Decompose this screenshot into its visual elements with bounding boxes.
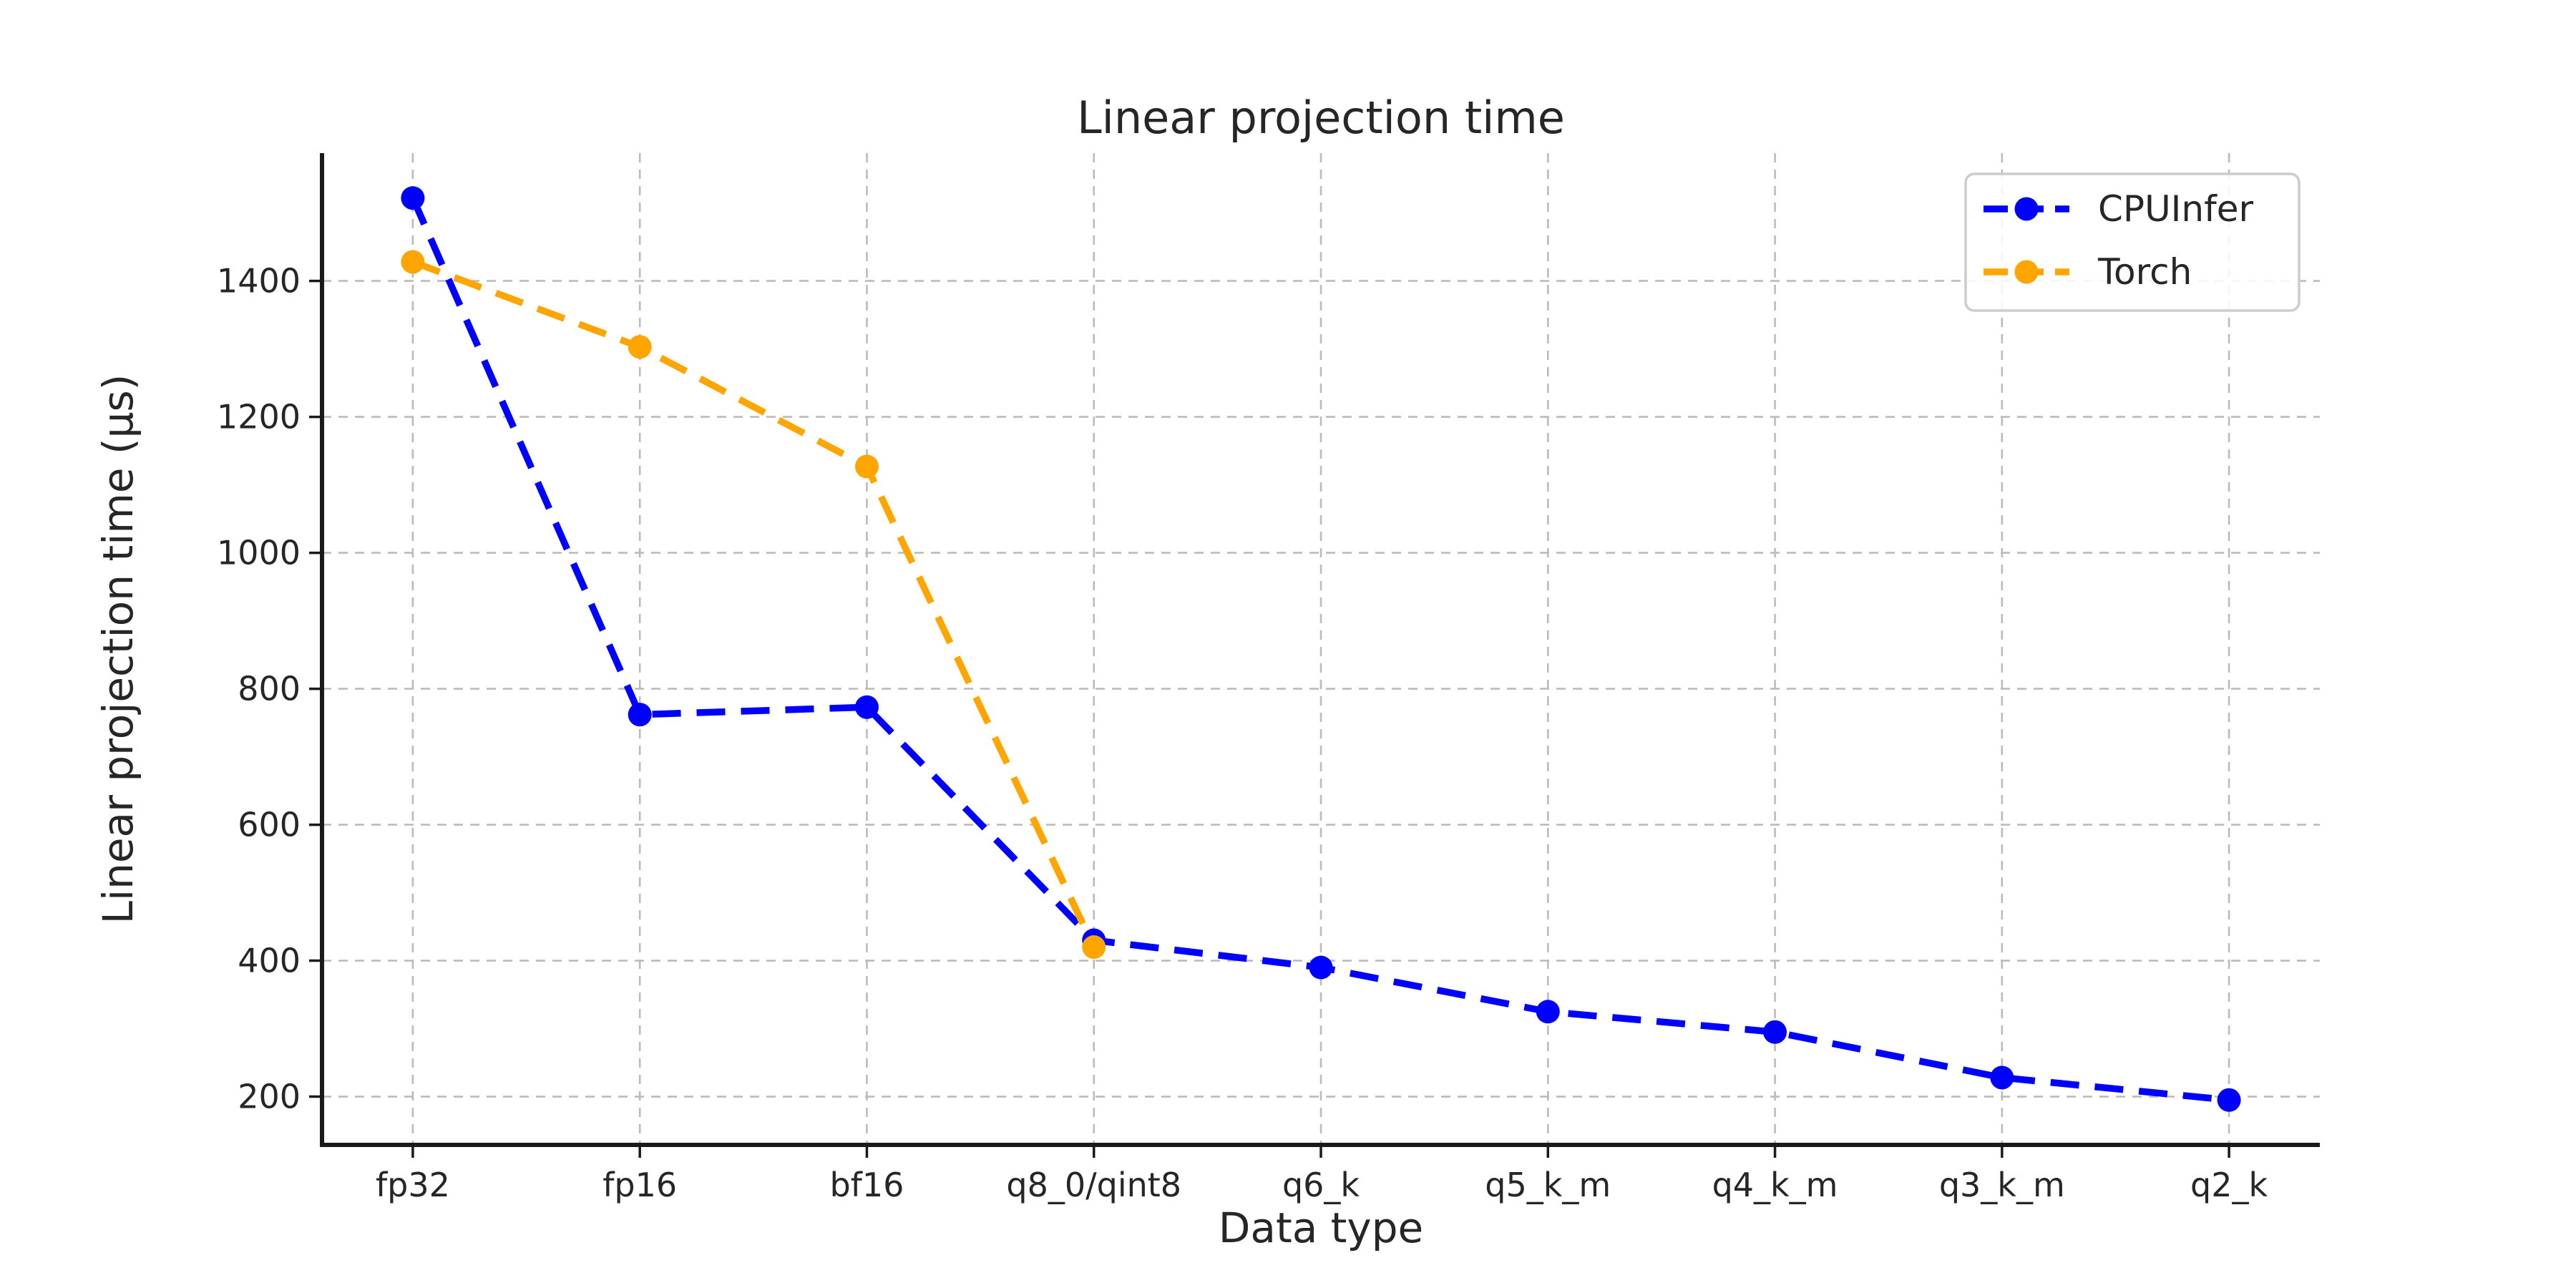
series-line [411, 258, 1098, 949]
chart-title: Linear projection time [1077, 92, 1565, 144]
data-point-marker [2217, 1088, 2241, 1112]
x-tick-label: q3_k_m [1939, 1166, 2065, 1204]
x-tick-label: q8_0/qint8 [1006, 1166, 1181, 1204]
data-point-marker [1990, 1065, 2014, 1090]
y-tick-label: 1000 [217, 534, 301, 572]
x-tick-label: bf16 [829, 1166, 904, 1204]
data-point-marker [401, 250, 425, 274]
y-tick-label: 800 [238, 670, 301, 708]
y-tick-label: 600 [238, 806, 301, 844]
legend-sample-marker [2014, 197, 2039, 221]
data-point-marker [628, 703, 652, 727]
series-cpuinfer [401, 186, 2241, 1112]
legend-label: Torch [2097, 251, 2192, 293]
x-tick-label: q4_k_m [1712, 1166, 1838, 1204]
y-tick-label: 1400 [217, 262, 301, 301]
data-point-marker [1763, 1020, 1787, 1044]
legend-label: CPUInfer [2098, 188, 2253, 230]
data-point-marker [1309, 955, 1333, 980]
y-tick-label: 200 [238, 1078, 301, 1116]
legend-sample-marker [2014, 260, 2039, 284]
x-tick-label: fp16 [602, 1166, 677, 1204]
data-point-marker [1536, 1000, 1560, 1024]
y-tick-label: 400 [238, 942, 301, 980]
legend-layer: CPUInfer Torch [1964, 172, 2301, 312]
data-point-marker [1082, 935, 1106, 960]
y-tick-label: 1200 [217, 398, 301, 436]
series-torch [401, 250, 1106, 960]
series-layer [401, 186, 2241, 1112]
x-tick-label: q6_k [1282, 1166, 1360, 1204]
data-point-marker [854, 695, 879, 719]
x-tick-label: q5_k_m [1485, 1166, 1611, 1204]
data-point-marker [628, 335, 652, 359]
x-tick-label: fp32 [376, 1166, 450, 1204]
axes-layer: 200 400 600 800 1000 1200 1400 fp32 fp16 bf16 q8_0… [217, 153, 2320, 1204]
x-tick-label: q2_k [2190, 1166, 2268, 1204]
data-point-marker [854, 454, 879, 479]
legend-box [1964, 172, 2301, 312]
x-axis-title: Data type [1219, 1204, 1424, 1252]
y-axis-title: Linear projection time (μs) [94, 374, 142, 924]
data-point-marker [401, 186, 425, 210]
